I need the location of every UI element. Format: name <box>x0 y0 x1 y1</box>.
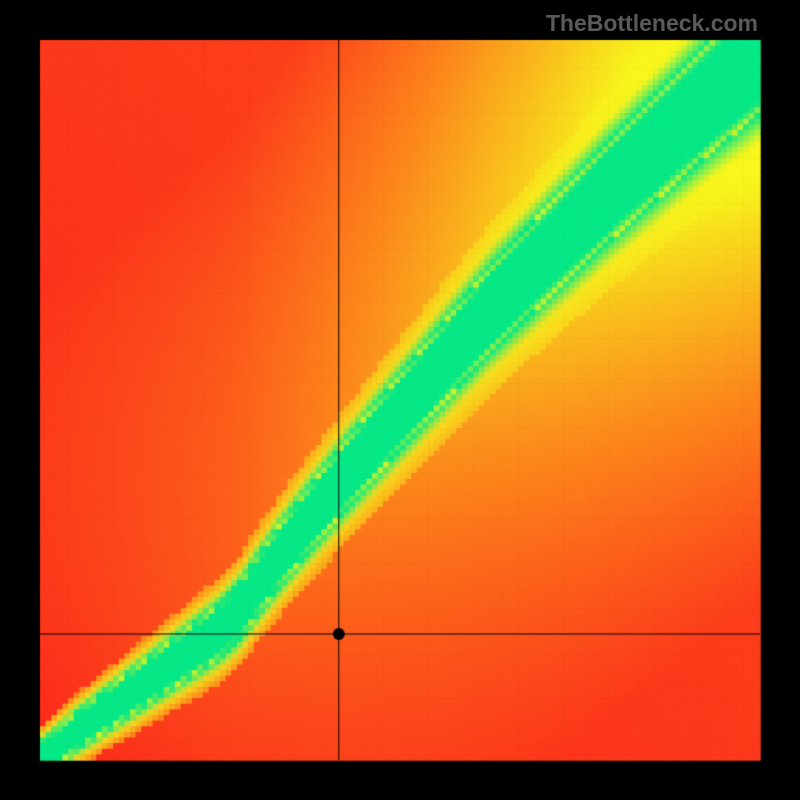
watermark-text: TheBottleneck.com <box>546 10 758 37</box>
heatmap-canvas <box>0 0 800 800</box>
